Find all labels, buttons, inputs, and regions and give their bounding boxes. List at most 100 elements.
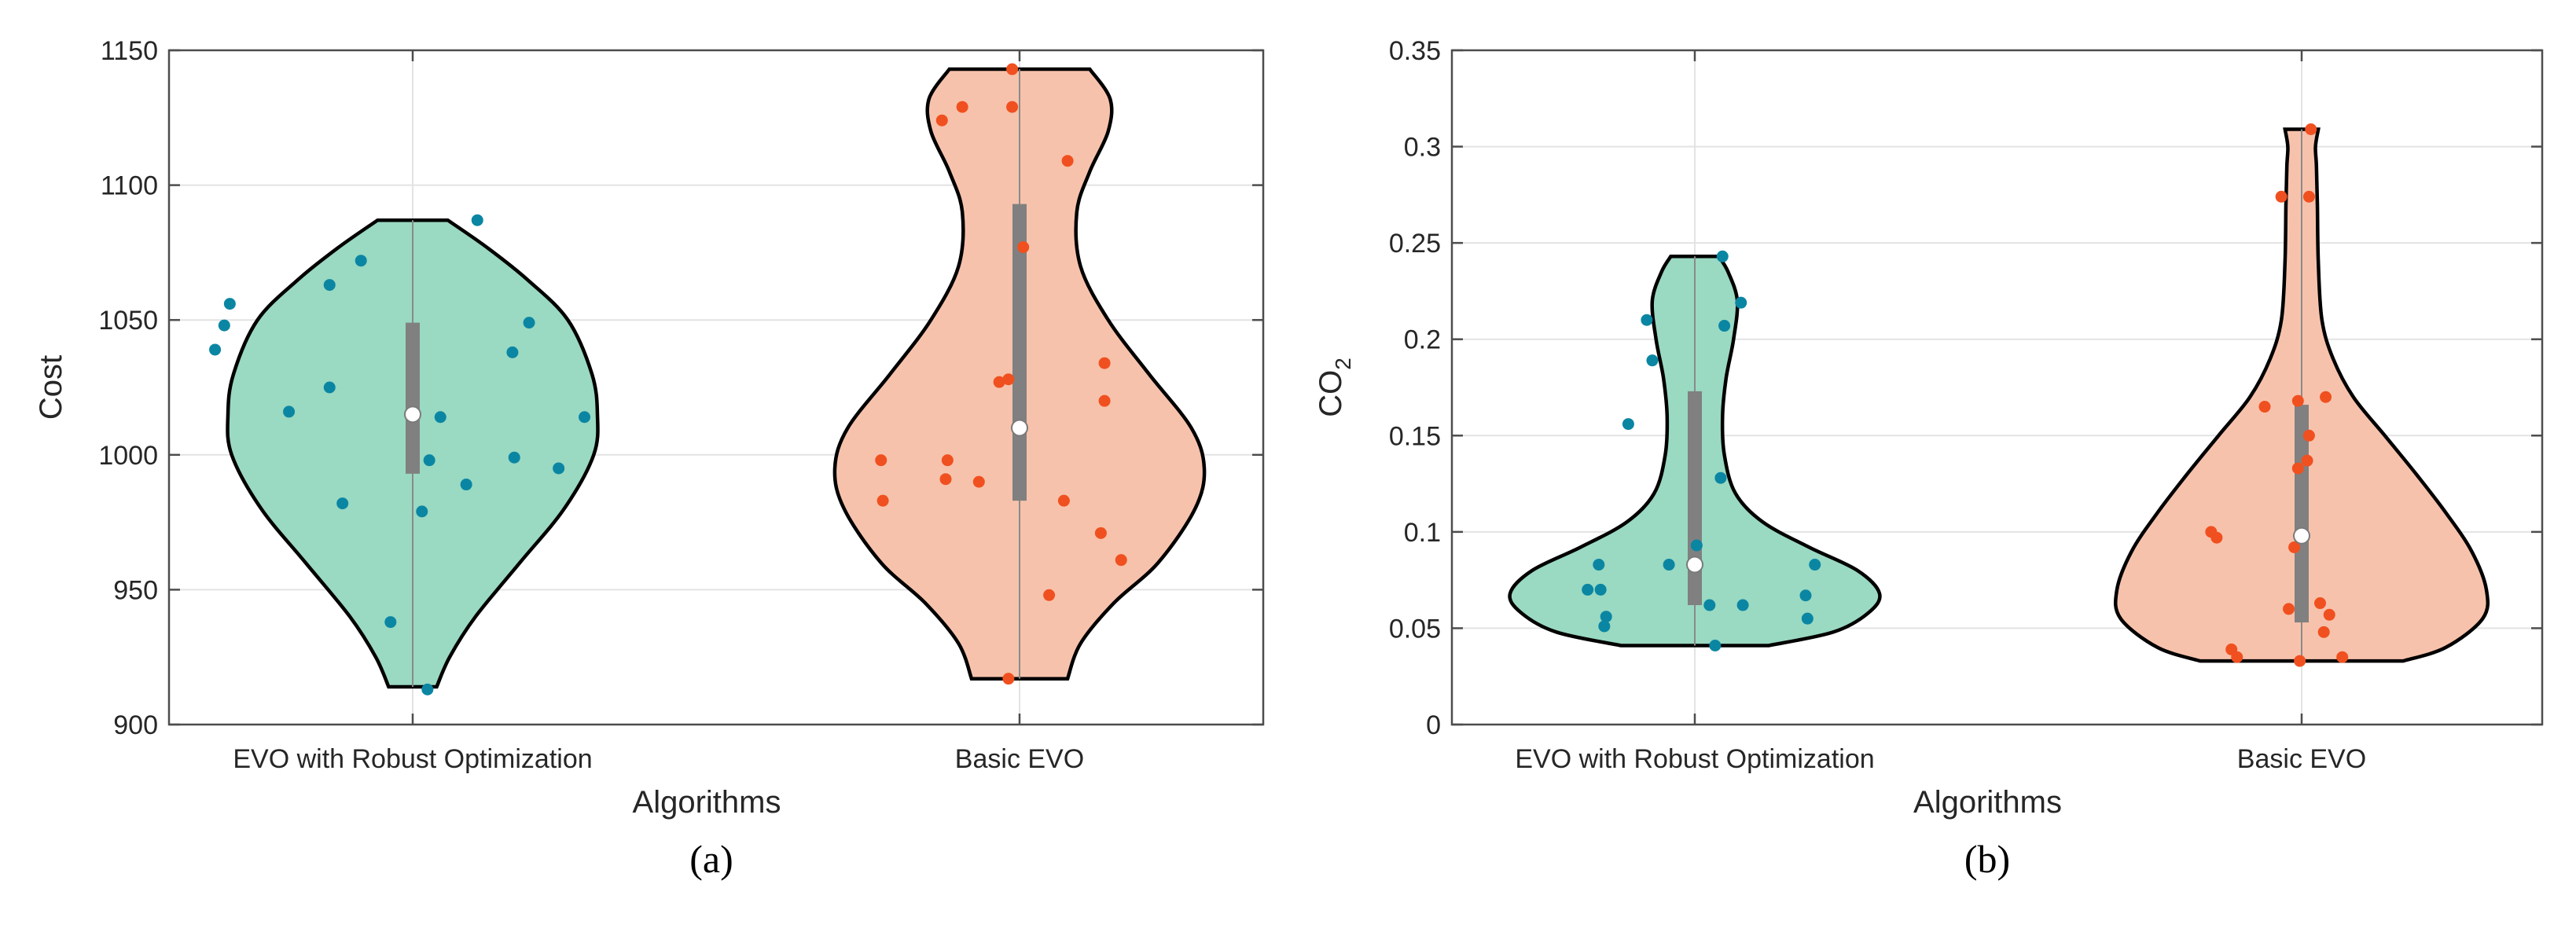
data-point xyxy=(1663,559,1675,571)
data-point xyxy=(1594,583,1607,596)
y-tick-label: 0.1 xyxy=(1404,518,1441,548)
data-point xyxy=(941,454,954,467)
data-point xyxy=(1703,599,1716,611)
data-point xyxy=(1061,155,1074,167)
y-tick-label: 0.05 xyxy=(1389,614,1441,644)
y-tick-label: 0.2 xyxy=(1404,325,1441,355)
data-point xyxy=(434,411,446,424)
panel-b: 0 0.05 0.1 0.15 0.2 0.25 0.3 0.35 EVO with Robus… xyxy=(1314,36,2544,881)
y-tick-label: 1150 xyxy=(101,36,158,66)
data-point xyxy=(416,505,428,518)
x-tick-label: EVO with Robust Optimization xyxy=(233,744,592,774)
data-point xyxy=(2317,626,2330,638)
data-point xyxy=(283,405,296,418)
data-point xyxy=(506,346,519,358)
data-point xyxy=(2305,123,2317,136)
iqr-box xyxy=(406,322,420,474)
data-point xyxy=(1043,589,1056,601)
data-point xyxy=(1799,589,1812,602)
y-tick-label: 950 xyxy=(113,575,158,605)
data-point xyxy=(323,279,336,292)
data-point xyxy=(1593,559,1605,571)
y-tick-label: 0 xyxy=(1426,710,1441,740)
data-point xyxy=(323,381,336,394)
data-point xyxy=(2302,190,2315,203)
data-point xyxy=(2258,401,2271,413)
data-point xyxy=(209,343,222,356)
y-tick-label: 0.3 xyxy=(1404,133,1441,163)
data-point xyxy=(223,298,236,310)
data-point xyxy=(939,473,952,486)
data-point xyxy=(2288,541,2301,553)
y-tick-label: 900 xyxy=(113,710,158,740)
data-point xyxy=(2294,655,2306,667)
median-marker xyxy=(1011,419,1028,437)
data-point xyxy=(2291,394,2304,407)
data-point xyxy=(2231,651,2243,663)
data-point xyxy=(423,454,435,467)
data-point xyxy=(1002,673,1015,685)
data-point xyxy=(875,454,887,467)
median-marker xyxy=(2293,527,2310,545)
y-tick-label: 1050 xyxy=(98,306,158,336)
data-point xyxy=(2291,462,2304,475)
data-point xyxy=(336,497,349,510)
data-point xyxy=(2320,391,2332,403)
y-axis-label-subscript: 2 xyxy=(1331,358,1355,370)
data-point xyxy=(1809,559,1821,571)
axes-box xyxy=(1450,49,2544,726)
data-point xyxy=(956,101,968,113)
median-marker xyxy=(404,405,421,424)
data-point xyxy=(1735,296,1747,309)
x-tick-label: Basic EVO xyxy=(2237,744,2366,774)
data-point xyxy=(421,683,434,695)
data-point xyxy=(460,479,472,491)
x-tick-label: Basic EVO xyxy=(955,744,1084,774)
data-point xyxy=(1690,539,1703,552)
data-point xyxy=(2323,608,2335,621)
data-point xyxy=(1801,612,1813,625)
y-tick-label: 0.25 xyxy=(1389,229,1441,259)
data-point xyxy=(1094,527,1107,539)
data-point xyxy=(579,411,591,424)
violin-group-basic xyxy=(832,63,1207,685)
data-point xyxy=(471,214,483,226)
data-point xyxy=(553,462,565,475)
data-point xyxy=(1598,620,1611,633)
data-point xyxy=(2210,531,2223,544)
data-point xyxy=(523,317,535,329)
data-point xyxy=(1716,250,1729,262)
data-point xyxy=(2314,597,2326,610)
data-point xyxy=(1736,599,1749,611)
x-axis-label: Algorithms xyxy=(633,785,781,820)
x-axis-label: Algorithms xyxy=(1913,785,2062,820)
data-point xyxy=(1714,472,1727,484)
data-point xyxy=(384,616,397,629)
data-point xyxy=(1582,583,1594,596)
data-point xyxy=(1002,373,1015,386)
data-point xyxy=(1115,554,1127,567)
x-tick-label: EVO with Robust Optimization xyxy=(1515,744,1874,774)
y-axis-label: Cost xyxy=(34,355,68,420)
data-point xyxy=(1057,494,1070,507)
data-point xyxy=(355,255,367,267)
data-point xyxy=(2336,651,2349,663)
data-point xyxy=(1646,354,1659,367)
data-point xyxy=(1098,357,1111,369)
data-point xyxy=(1641,314,1653,326)
data-point xyxy=(1006,101,1019,113)
panel-caption: (a) xyxy=(689,837,733,881)
data-point xyxy=(2283,603,2295,615)
y-axis-label-text: Cost xyxy=(34,355,68,420)
axes-box xyxy=(167,49,1265,726)
data-point xyxy=(1718,320,1731,332)
panel-caption: (b) xyxy=(1964,837,2010,881)
data-point xyxy=(935,114,948,127)
y-tick-label: 1000 xyxy=(98,441,158,471)
data-point xyxy=(1006,63,1019,75)
data-point xyxy=(993,376,1005,388)
data-point xyxy=(2302,429,2315,442)
violin-group-basic xyxy=(2113,123,2490,667)
y-tick-label: 0.15 xyxy=(1389,421,1441,451)
